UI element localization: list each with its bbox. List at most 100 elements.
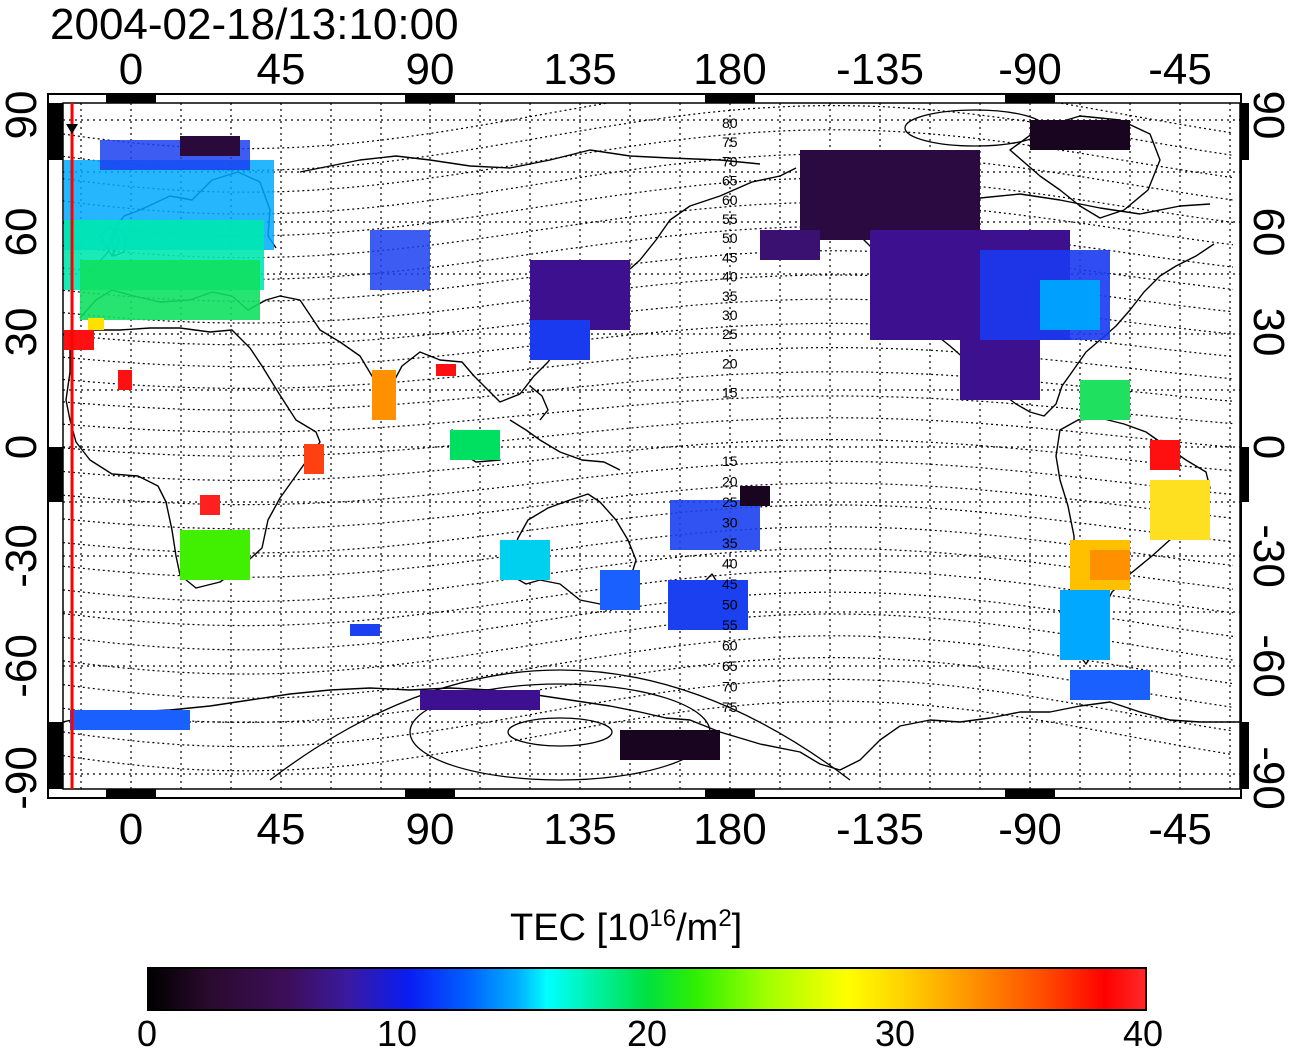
tec-patch <box>450 430 500 460</box>
geomagnetic-contour <box>63 482 1234 530</box>
geomagnetic-contour <box>63 298 1234 346</box>
colorbar-title-mid: /m <box>676 907 719 949</box>
tec-patch <box>1150 480 1210 540</box>
tec-patch <box>620 730 720 760</box>
tec-patch <box>70 710 190 730</box>
geomagnetic-contour <box>63 526 1234 578</box>
tec-patch <box>1150 440 1180 470</box>
tec-patch <box>960 340 1040 400</box>
top-lon-label: 45 <box>256 45 306 94</box>
geomagnetic-contour <box>63 569 1234 627</box>
colorbar <box>147 967 1147 1011</box>
tec-patch <box>304 444 324 474</box>
colorbar-title-exp1: 16 <box>649 905 677 932</box>
tec-patch <box>370 230 430 290</box>
frame-tick <box>1240 722 1249 789</box>
tec-patch <box>350 624 380 636</box>
colorbar-title-exp2: 2 <box>718 905 732 932</box>
contour-label: 55 <box>722 211 738 227</box>
contour-label: 20 <box>722 355 738 371</box>
frame-tick <box>106 94 156 103</box>
geomagnetic-contour <box>63 371 1234 411</box>
contour-label: 70 <box>722 153 738 169</box>
colorbar-tick-label: 30 <box>874 1013 916 1054</box>
tec-patch <box>740 486 770 506</box>
contour-label: 30 <box>722 515 738 531</box>
bottom-lon-label: -135 <box>835 805 925 854</box>
contour-label: 50 <box>722 597 738 613</box>
bottom-lon-label: -90 <box>998 805 1062 854</box>
geomagnetic-contour <box>63 460 1234 506</box>
tec-patch <box>500 540 550 580</box>
tec-patch <box>800 150 980 240</box>
tec-patch <box>436 364 456 376</box>
contour-label: 45 <box>722 249 738 265</box>
tec-patch <box>760 230 820 260</box>
contour-label: 15 <box>722 385 738 401</box>
contour-label: 65 <box>722 658 738 674</box>
tec-patch <box>1060 590 1110 660</box>
bottom-lon-label: 90 <box>405 805 455 854</box>
tec-patch <box>180 530 250 580</box>
colorbar-tick-label: 10 <box>376 1013 418 1054</box>
contour-label: 50 <box>722 230 738 246</box>
tec-patch <box>88 318 104 330</box>
contour-label: 40 <box>722 556 738 572</box>
tec-patch <box>1090 550 1130 580</box>
contour-label: 15 <box>722 453 738 469</box>
frame-tick <box>1240 447 1249 502</box>
geomagnetic-contour <box>63 395 1234 433</box>
frame-tick <box>48 722 63 789</box>
frame-tick <box>1005 789 1055 798</box>
top-lon-label: 135 <box>543 45 617 94</box>
bottom-lon-label: 0 <box>118 805 144 854</box>
contour-label: 60 <box>722 192 738 208</box>
bottom-lon-label: 135 <box>543 805 617 854</box>
contour-label: 20 <box>722 474 738 490</box>
tec-patch <box>420 690 540 710</box>
contour-label: 40 <box>722 269 738 285</box>
geomagnetic-contour <box>63 274 1234 324</box>
frame-tick <box>106 789 156 798</box>
geomagnetic-contour <box>63 591 1234 651</box>
frame-tick <box>705 789 755 798</box>
tec-patch <box>200 495 220 515</box>
frame-tick <box>405 94 455 103</box>
tec-patch <box>180 136 240 156</box>
tec-patch <box>80 260 260 320</box>
contour-label: 65 <box>722 173 738 189</box>
contour-label: 35 <box>722 288 738 304</box>
contour-label: 75 <box>722 134 738 150</box>
top-lon-label: -90 <box>998 45 1062 94</box>
colorbar-tick-label: 0 <box>136 1013 158 1054</box>
frame-tick <box>1005 94 1055 103</box>
africa-coastline <box>65 327 321 589</box>
top-lon-label: -45 <box>1148 45 1212 94</box>
geomagnetic-contour <box>63 613 1234 675</box>
contour-label: 30 <box>722 307 738 323</box>
frame-tick <box>48 103 63 160</box>
geomagnetic-contour <box>63 417 1234 457</box>
tec-patch <box>530 260 630 330</box>
tec-patch <box>64 330 94 350</box>
bottom-lon-label: -45 <box>1148 805 1212 854</box>
contour-label: 55 <box>722 617 738 633</box>
contour-label: 70 <box>722 679 738 695</box>
tec-patch <box>600 570 640 610</box>
tec-patch <box>668 580 748 630</box>
contour-labels: 80 75 70 65 60 55 50 45 40 35 30 25 20 15 15 20 25 30 35 40… <box>722 115 738 715</box>
geomagnetic-contour <box>63 548 1234 602</box>
top-lon-label: -135 <box>835 45 925 94</box>
top-lon-label: 90 <box>405 45 455 94</box>
top-lon-label: 180 <box>693 45 767 94</box>
geomagnetic-contour <box>63 657 1234 723</box>
contour-label: 25 <box>722 326 738 342</box>
geomagnetic-contour <box>63 103 1234 150</box>
contour-label: 75 <box>722 699 738 715</box>
frame-tick <box>705 94 755 103</box>
south-pole-contour <box>507 717 613 747</box>
colorbar-tick-label: 40 <box>1122 1013 1164 1054</box>
tec-patch <box>1080 380 1130 420</box>
tec-patch <box>670 500 760 550</box>
